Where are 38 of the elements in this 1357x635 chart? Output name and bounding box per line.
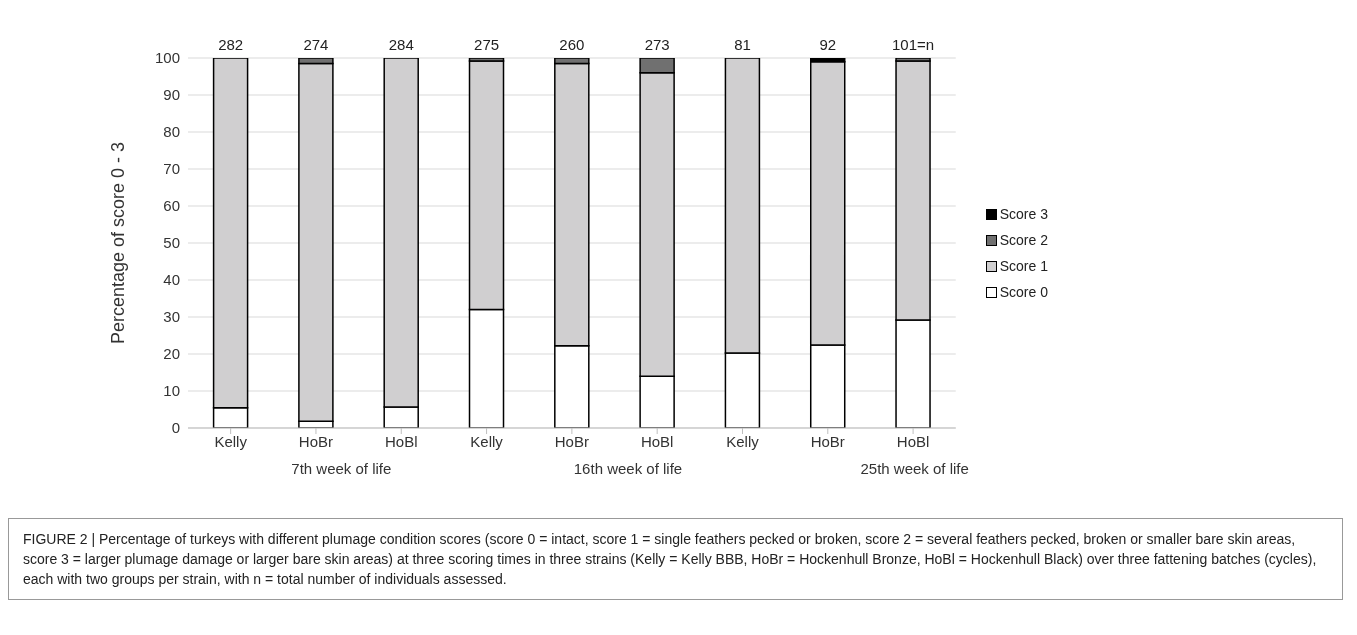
text: 16th week of life (572, 460, 684, 477)
y-axis-title: Percentage of score 0 - 3 (108, 141, 129, 345)
y-tick-label: 70 (163, 160, 180, 178)
legend-label: Score 1 (998, 258, 1048, 274)
text: 260 (559, 36, 585, 53)
legend-label: Score 0 (998, 284, 1048, 300)
y-tick-label: 40 (163, 271, 180, 289)
x-tick-label: HoBl (640, 432, 674, 450)
x-tick-label: HoBr (298, 432, 334, 450)
text: 92 (819, 36, 837, 53)
text: 81 (734, 36, 751, 53)
y-tick-label: 50 (163, 234, 180, 252)
text: 273 (644, 36, 670, 53)
y-tick-label: 100 (154, 49, 180, 67)
text: 275 (474, 36, 500, 53)
text: 274 (303, 36, 329, 53)
y-tick-label: 80 (163, 123, 180, 141)
text: 284 (388, 36, 414, 53)
text: 7th week of life (290, 460, 393, 477)
x-tick-label: HoBl (896, 432, 930, 450)
y-tick-label: 10 (163, 382, 180, 400)
x-tick-label: HoBl (385, 432, 418, 450)
x-tick-label: Kelly (726, 432, 760, 450)
text: 101=n (892, 36, 935, 53)
caption: FIGURE 2 | Percentage of turkeys with different plumage condition scores (score 0 = intact, score 1 = single feathers pecked or broken, score 2 = several feathers pecked, broken or smaller bare skin areas, score 3 = larger plumage damage or larger bare skin areas) at three scoring times in three strains (Kelly = Kelly BBB, HoBr = Hockenhull Bronze, HoBl = Hockenhull Black) over three fattening batches (cycles), each with two groups per strain, with n = total number of individuals assessed. (8, 518, 1343, 600)
y-tick-label: 30 (163, 308, 180, 326)
y-tick-label: 60 (163, 197, 180, 215)
x-tick-label: Kelly (470, 432, 504, 450)
text: 25th week of life (859, 460, 970, 477)
x-tick-label: HoBr (810, 432, 845, 450)
y-tick-label: 0 (171, 419, 180, 437)
y-tick-label: 90 (163, 86, 180, 104)
x-tick-label: HoBr (554, 432, 589, 450)
legend-label: Score 3 (998, 206, 1048, 222)
text: 282 (218, 36, 244, 53)
y-tick-label: 20 (163, 345, 180, 363)
x-tick-label: Kelly (214, 432, 248, 450)
legend-label: Score 2 (998, 232, 1048, 248)
